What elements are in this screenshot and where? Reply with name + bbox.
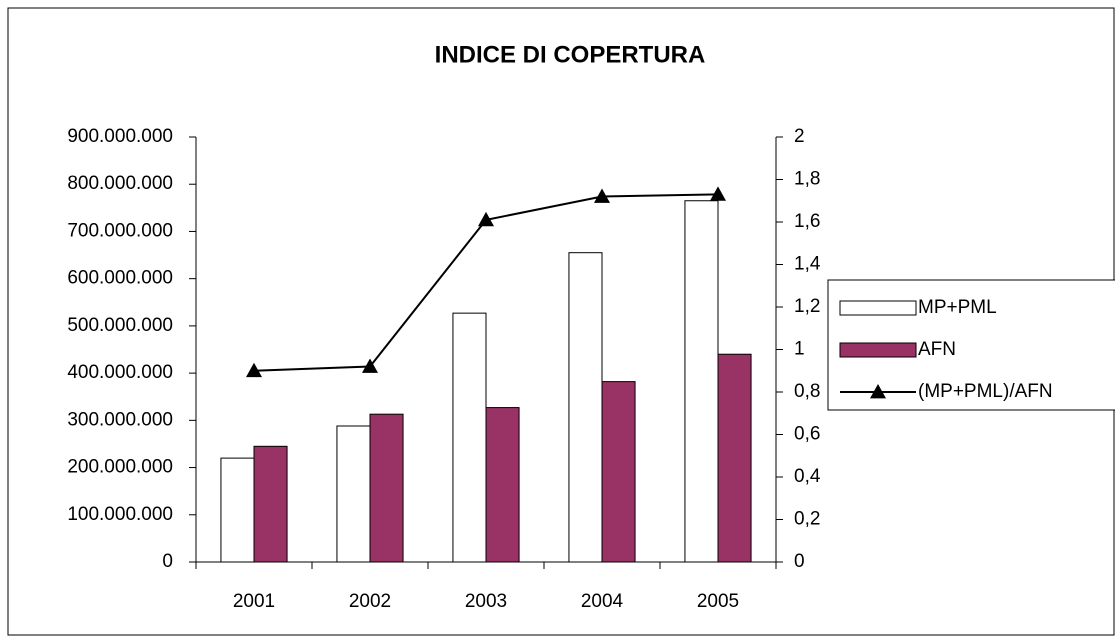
chart-title: INDICE DI COPERTURA	[435, 41, 706, 68]
bar	[253, 445, 288, 563]
y-tick-label: 300.000.000	[67, 409, 173, 430]
y-tick-label: 700.000.000	[67, 220, 173, 241]
y2-tick-label: 0,4	[794, 466, 821, 487]
legend-label: MP+PML	[918, 297, 997, 318]
bar	[568, 252, 603, 563]
y-tick-label: 100.000.000	[67, 504, 173, 525]
x-tick-label: 2004	[581, 591, 624, 612]
marker	[362, 358, 378, 373]
marker	[710, 186, 726, 201]
y-tick-label: 900.000.000	[67, 126, 173, 147]
bar	[452, 312, 487, 563]
x-tick-label: 2003	[465, 591, 507, 612]
marker	[594, 188, 610, 203]
legend-label: (MP+PML)/AFN	[918, 381, 1053, 402]
y-tick-label: 500.000.000	[67, 315, 173, 336]
marker	[478, 211, 494, 227]
y2-tick-label: 1,4	[794, 254, 821, 275]
y2-tick-label: 0,2	[794, 509, 820, 530]
bar	[601, 381, 636, 563]
bar	[485, 407, 520, 563]
bar	[717, 353, 752, 563]
y-tick-label: 200.000.000	[67, 457, 173, 478]
y2-tick-label: 0,8	[794, 381, 820, 402]
legend-marker	[870, 384, 886, 399]
y-tick-label: 0	[162, 551, 173, 572]
bar	[336, 425, 371, 563]
bar	[684, 200, 719, 563]
y2-tick-label: 1,2	[794, 296, 820, 317]
y2-tick-label: 2	[794, 126, 805, 147]
y-tick-label: 800.000.000	[67, 173, 173, 194]
y-tick-label: 600.000.000	[67, 268, 173, 289]
y2-tick-label: 1,6	[794, 211, 820, 232]
legend-label: AFN	[918, 339, 956, 360]
legend-swatch	[839, 342, 917, 358]
y2-tick-label: 0,6	[794, 424, 820, 445]
bar	[220, 457, 255, 563]
y-tick-label: 400.000.000	[67, 362, 173, 383]
y2-tick-label: 0	[794, 551, 805, 572]
y2-tick-label: 1,8	[794, 169, 820, 190]
marker	[246, 362, 262, 378]
bar	[369, 413, 404, 563]
x-tick-label: 2002	[349, 591, 391, 612]
x-tick-label: 2001	[233, 591, 275, 612]
legend-swatch	[839, 300, 917, 316]
y2-tick-label: 1	[794, 339, 805, 360]
x-tick-label: 2005	[697, 591, 739, 612]
